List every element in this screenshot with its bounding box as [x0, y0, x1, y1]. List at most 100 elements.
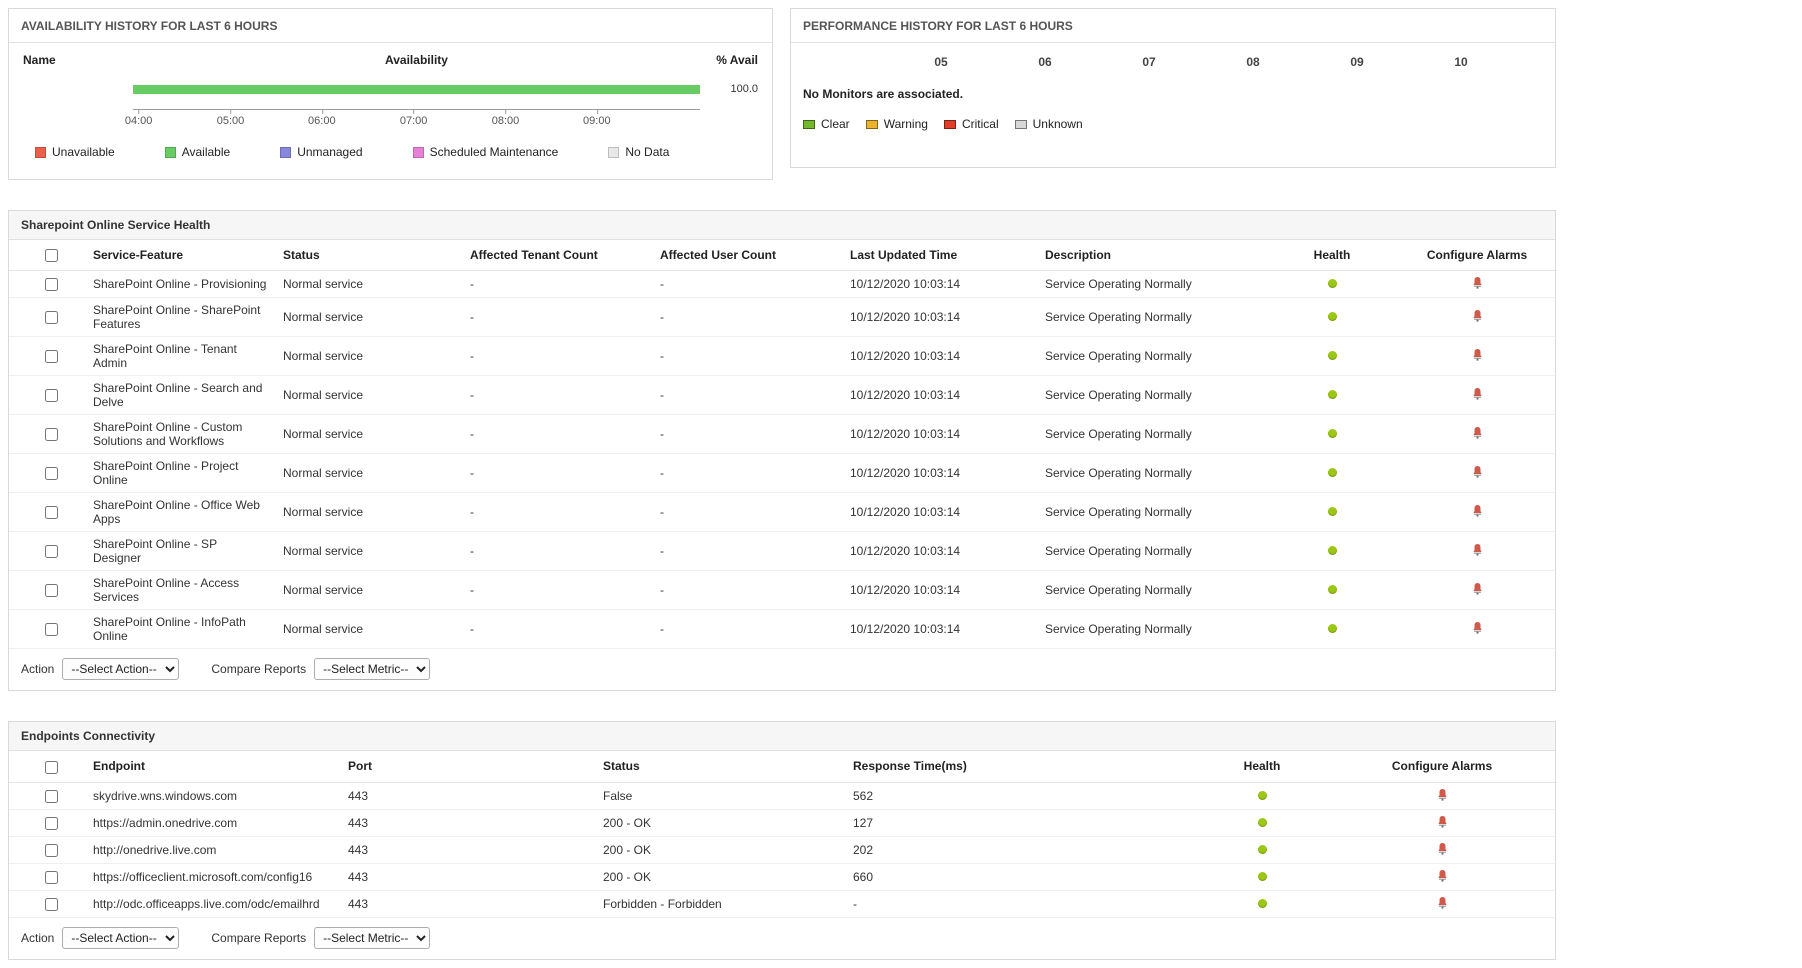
configure-alarms-icon[interactable] — [1472, 276, 1483, 290]
compare-metric-select[interactable]: --Select Metric-- — [314, 658, 431, 681]
row-checkbox[interactable] — [45, 584, 58, 598]
table-row: SharePoint Online - SP Designer Normal s… — [9, 531, 1557, 572]
x-axis-tick: 07:00 — [399, 110, 428, 127]
last-updated-time-cell: 10/12/2020 10:03:14 — [842, 531, 1037, 572]
affected-user-count-cell: - — [652, 297, 842, 338]
col-affected-user-count: Affected User Count — [652, 240, 842, 272]
status-cell: Normal service — [275, 453, 462, 494]
row-checkbox[interactable] — [45, 789, 58, 803]
service-feature-cell: SharePoint Online - InfoPath Online — [85, 609, 275, 650]
port-cell: 443 — [340, 782, 595, 810]
service-feature-cell: SharePoint Online - Access Services — [85, 570, 275, 611]
health-ok-icon — [1257, 898, 1267, 908]
affected-user-count-cell: - — [652, 492, 842, 533]
row-checkbox[interactable] — [45, 311, 58, 325]
row-checkbox[interactable] — [45, 278, 58, 292]
configure-alarms-cell — [1327, 809, 1557, 837]
affected-tenant-count-cell: - — [462, 453, 652, 494]
description-cell: Service Operating Normally — [1037, 297, 1267, 338]
configure-alarms-icon[interactable] — [1437, 869, 1448, 882]
configure-alarms-icon[interactable] — [1472, 582, 1483, 596]
configure-alarms-icon[interactable] — [1437, 896, 1448, 909]
col-service-feature: Service-Feature — [85, 240, 275, 272]
configure-alarms-icon[interactable] — [1472, 348, 1483, 362]
configure-alarms-cell — [1327, 863, 1557, 891]
affected-user-count-cell: - — [652, 453, 842, 494]
endpoints-section: Endpoints Connectivity Endpoint Port Sta… — [8, 721, 1557, 960]
table-row: SharePoint Online - Custom Solutions and… — [9, 414, 1557, 455]
affected-tenant-count-cell: - — [462, 270, 652, 299]
action-label: Action — [21, 662, 55, 677]
response-time-cell: 562 — [845, 782, 1197, 810]
configure-alarms-icon[interactable] — [1472, 465, 1483, 479]
configure-alarms-icon[interactable] — [1472, 621, 1483, 635]
row-checkbox[interactable] — [45, 506, 58, 520]
last-updated-time-cell: 10/12/2020 10:03:14 — [842, 270, 1037, 299]
affected-user-count-cell: - — [652, 531, 842, 572]
health-ok-icon — [1257, 844, 1267, 854]
status-cell: Normal service — [275, 570, 462, 611]
select-all-checkbox[interactable] — [45, 249, 58, 263]
time-axis-label: 10 — [1454, 55, 1468, 69]
scheduled-maintenance-swatch-icon — [412, 146, 424, 158]
legend-label: Unmanaged — [297, 145, 363, 159]
service-feature-cell: SharePoint Online - Custom Solutions and… — [85, 414, 275, 455]
availability-bar-region — [133, 84, 700, 94]
time-axis-label: 09 — [1350, 55, 1364, 69]
affected-tenant-count-cell: - — [462, 297, 652, 338]
description-cell: Service Operating Normally — [1037, 270, 1267, 299]
x-axis-tick: 05:00 — [216, 110, 245, 127]
configure-alarms-icon[interactable] — [1472, 504, 1483, 518]
row-checkbox[interactable] — [45, 545, 58, 559]
row-checkbox[interactable] — [45, 350, 58, 364]
row-checkbox[interactable] — [45, 623, 58, 637]
x-axis-tick: 04:00 — [124, 110, 153, 127]
action-select[interactable]: --Select Action-- — [62, 926, 180, 949]
configure-alarms-cell — [1397, 375, 1557, 416]
select-all-checkbox[interactable] — [45, 760, 58, 774]
compare-reports-label: Compare Reports — [211, 930, 307, 945]
row-checkbox[interactable] — [45, 428, 58, 442]
legend-label: Available — [181, 145, 231, 159]
service-feature-cell: SharePoint Online - Project Online — [85, 453, 275, 494]
row-checkbox[interactable] — [45, 843, 58, 857]
endpoints-table: Endpoint Port Status Response Time(ms) H… — [9, 751, 1557, 918]
port-cell: 443 — [340, 836, 595, 864]
status-cell: Normal service — [275, 609, 462, 650]
row-checkbox[interactable] — [45, 389, 58, 403]
row-checkbox[interactable] — [45, 816, 58, 830]
configure-alarms-icon[interactable] — [1472, 309, 1483, 323]
health-cell — [1267, 570, 1397, 611]
status-cell: 200 - OK — [595, 809, 845, 837]
description-cell: Service Operating Normally — [1037, 336, 1267, 377]
status-cell: Normal service — [275, 531, 462, 572]
configure-alarms-cell — [1327, 782, 1557, 810]
compare-metric-select[interactable]: --Select Metric-- — [314, 926, 431, 949]
affected-user-count-cell: - — [652, 270, 842, 299]
configure-alarms-icon[interactable] — [1472, 426, 1483, 440]
table-row: SharePoint Online - Provisioning Normal … — [9, 270, 1557, 299]
description-cell: Service Operating Normally — [1037, 531, 1267, 572]
x-axis-tick: 08:00 — [491, 110, 520, 127]
last-updated-time-cell: 10/12/2020 10:03:14 — [842, 297, 1037, 338]
row-checkbox[interactable] — [45, 870, 58, 884]
availability-bar[interactable] — [133, 84, 700, 94]
x-axis-tick: 06:00 — [308, 110, 336, 127]
configure-alarms-icon[interactable] — [1437, 815, 1448, 828]
configure-alarms-icon[interactable] — [1472, 387, 1483, 401]
configure-alarms-icon[interactable] — [1437, 788, 1448, 801]
health-cell — [1267, 375, 1397, 416]
service-feature-cell: SharePoint Online - Office Web Apps — [85, 492, 275, 533]
row-checkbox[interactable] — [45, 897, 58, 911]
service-feature-cell: SharePoint Online - Provisioning — [85, 270, 275, 299]
col-configure-alarms: Configure Alarms — [1397, 240, 1557, 272]
configure-alarms-icon[interactable] — [1472, 543, 1483, 557]
action-select[interactable]: --Select Action-- — [62, 658, 180, 681]
row-checkbox[interactable] — [45, 467, 58, 481]
health-ok-icon — [1327, 585, 1337, 595]
availability-panel-title: AVAILABILITY HISTORY FOR LAST 6 HOURS — [9, 9, 772, 43]
status-cell: Normal service — [275, 270, 462, 299]
availability-col-name: Name — [23, 53, 56, 67]
performance-legend: Clear Warning Critical Unknown — [791, 101, 1555, 131]
configure-alarms-cell — [1397, 453, 1557, 494]
